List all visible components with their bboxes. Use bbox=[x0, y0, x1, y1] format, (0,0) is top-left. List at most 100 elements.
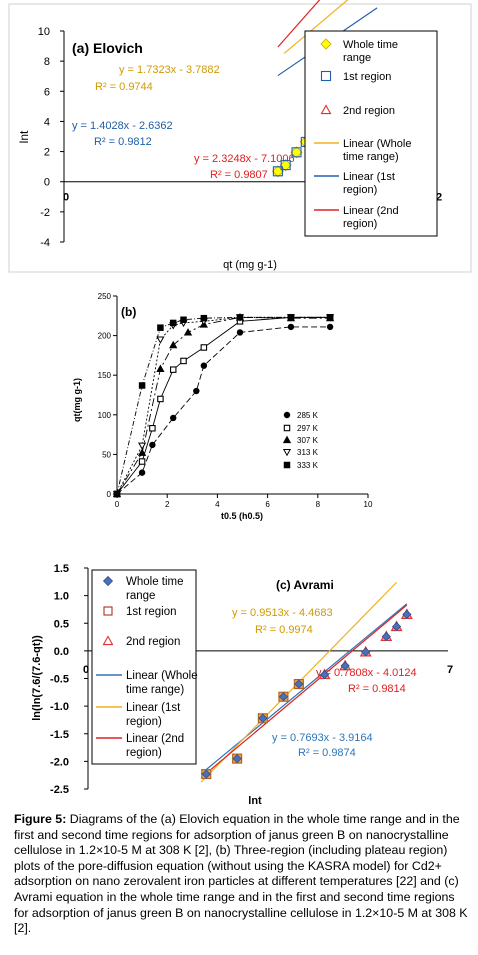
chart-c-title: (c) Avrami bbox=[276, 578, 334, 592]
chart-c-legend-label: 2nd region bbox=[126, 636, 180, 648]
chart-c-fit-r2: R² = 0.9874 bbox=[298, 747, 356, 759]
chart-b-point bbox=[138, 382, 146, 389]
chart-b-legend-symbol bbox=[283, 461, 291, 469]
chart-a-fit-equation: y = 1.7323x - 3.7882 bbox=[119, 64, 220, 76]
chart-b-point bbox=[169, 340, 178, 349]
chart-c-point-whole bbox=[381, 631, 391, 642]
chart-a-x-tick-label: 0 bbox=[63, 192, 69, 204]
chart-c-legend bbox=[91, 569, 197, 765]
chart-b-point bbox=[287, 314, 295, 321]
chart-b-legend-symbol bbox=[283, 424, 291, 432]
chart-b-x-tick-label: 10 bbox=[364, 500, 373, 509]
chart-b-x-tick-label: 0 bbox=[115, 500, 120, 509]
chart-a-x-label: qt (mg g-1) bbox=[223, 259, 277, 271]
chart-c-y-tick-label: -2.0 bbox=[50, 756, 69, 768]
chart-c-legend-label: region) bbox=[126, 716, 162, 728]
chart-b-series-line bbox=[116, 316, 331, 495]
chart-a-y-tick-label: 8 bbox=[44, 56, 50, 68]
chart-b-point bbox=[200, 314, 208, 322]
chart-c-legend-label: Linear (2nd bbox=[126, 733, 184, 745]
chart-b-point bbox=[149, 441, 156, 449]
chart-b-point bbox=[183, 328, 193, 336]
chart-b-legend-symbol bbox=[282, 435, 292, 444]
chart-b-point bbox=[287, 323, 295, 331]
chart-b-legend-label: 313 K bbox=[297, 448, 319, 457]
chart-b-point bbox=[170, 414, 177, 422]
chart-b-point bbox=[137, 448, 147, 456]
chart-c-fit-equation: y = 0.7693x - 3.9164 bbox=[272, 732, 373, 744]
chart-c-point-whole bbox=[320, 670, 330, 680]
chart-a-y-tick-label: 0 bbox=[44, 177, 50, 189]
chart-c-point-whole bbox=[392, 621, 402, 632]
elovich-chart: -4-20246810012qt (mg g-1)lnt(a) Elovichy… bbox=[8, 0, 472, 273]
chart-a-legend-label: region) bbox=[343, 218, 377, 230]
chart-b-legend-label: 297 K bbox=[297, 424, 319, 433]
chart-c-fit-equation: y = 0.9513x - 4.4683 bbox=[232, 607, 333, 619]
chart-b-legend-label: 285 K bbox=[297, 411, 319, 420]
chart-a-legend-label: Linear (2nd bbox=[343, 205, 399, 217]
chart-c-x-tick-label: 7 bbox=[447, 664, 453, 676]
chart-a-legend-label: 2nd region bbox=[343, 105, 395, 117]
chart-a-legend-symbol bbox=[320, 104, 332, 115]
chart-a-fit-line bbox=[277, 0, 321, 48]
chart-b-point bbox=[200, 362, 208, 369]
figure-caption: Figure 5: Diagrams of the (a) Elovich eq… bbox=[14, 812, 470, 937]
chart-a-fit-equation: y = 2.3248x - 7.1006 bbox=[194, 153, 295, 165]
chart-b-y-label: qt(mg g-1) bbox=[72, 378, 82, 422]
chart-b-point bbox=[193, 387, 200, 395]
chart-c-point-whole bbox=[232, 754, 242, 764]
chart-c-fit-r2: R² = 0.9814 bbox=[348, 683, 406, 695]
chart-b-point bbox=[169, 319, 177, 327]
chart-b-legend-label: 307 K bbox=[297, 436, 319, 445]
pore-diffusion-chart: 0 50 100 150 200 250 0 2 4 6 8 10 t0.5 (h0.5) qt(mg g… bbox=[72, 292, 373, 521]
chart-c-y-label: ln(ln(7.6/(7.6-qt)) bbox=[31, 635, 43, 721]
chart-b-point bbox=[326, 314, 334, 321]
chart-a-legend-label: Linear (Whole bbox=[343, 138, 411, 150]
chart-a-y-tick-label: -4 bbox=[40, 237, 50, 249]
chart-b-point bbox=[326, 323, 334, 331]
chart-a-fit-equation: y = 1.4028x - 2.6362 bbox=[72, 120, 173, 132]
chart-a-legend-label: Whole time bbox=[343, 39, 398, 51]
chart-a-title: (a) Elovich bbox=[72, 40, 143, 56]
chart-b-y-tick-label: 50 bbox=[102, 450, 111, 459]
chart-b-point bbox=[157, 324, 164, 331]
chart-a-legend bbox=[304, 30, 438, 237]
chart-c-legend-symbol bbox=[103, 606, 113, 616]
chart-b-x-tick-label: 8 bbox=[316, 500, 321, 509]
chart-c-point-whole bbox=[294, 679, 304, 689]
chart-c-legend-label: region) bbox=[126, 747, 162, 759]
chart-b-point bbox=[200, 344, 208, 351]
chart-c-point-whole bbox=[201, 769, 211, 779]
chart-a-legend-symbol bbox=[320, 70, 332, 82]
chart-a-title-bg bbox=[66, 37, 151, 57]
chart-b-x-label: t0.5 (h0.5) bbox=[221, 511, 263, 521]
chart-b-y-tick-label: 200 bbox=[98, 332, 112, 341]
chart-c-fit-r2: R² = 0.9974 bbox=[255, 624, 313, 636]
chart-a-y-tick-label: -2 bbox=[40, 207, 50, 219]
chart-b-x-tick-label: 4 bbox=[215, 500, 220, 509]
chart-b-x-tick-label: 6 bbox=[265, 500, 270, 509]
chart-a-fit-line bbox=[283, 0, 349, 54]
chart-c-y-tick-label: -2.5 bbox=[50, 784, 69, 796]
chart-b-legend-symbol bbox=[282, 448, 292, 457]
chart-c-x-label: lnt bbox=[248, 795, 262, 807]
chart-a-y-tick-label: 2 bbox=[44, 147, 50, 159]
chart-a-legend-label: range bbox=[343, 52, 371, 64]
chart-a-frame bbox=[8, 3, 472, 273]
chart-c-legend-symbol bbox=[102, 635, 114, 646]
chart-c-y-tick-label: 1.0 bbox=[54, 591, 69, 603]
chart-b-y-tick-label: 100 bbox=[98, 411, 112, 420]
chart-a-point-whole bbox=[290, 146, 303, 159]
chart-b-point bbox=[138, 469, 146, 476]
chart-c-point-whole bbox=[402, 609, 412, 619]
chart-c-legend-label: 1st region bbox=[126, 606, 177, 618]
chart-a-y-tick-label: 4 bbox=[44, 116, 50, 128]
chart-c-legend-label: Whole time bbox=[126, 576, 184, 588]
chart-b-x-tick-label: 2 bbox=[165, 500, 170, 509]
chart-c-y-tick-label: -1.0 bbox=[50, 701, 69, 713]
chart-a-legend-symbol bbox=[320, 38, 332, 50]
chart-c-point-whole bbox=[258, 713, 268, 723]
chart-c-legend-label: time range) bbox=[126, 684, 184, 696]
chart-b-point bbox=[113, 490, 121, 498]
chart-c-y-tick-label: -0.5 bbox=[50, 674, 69, 686]
